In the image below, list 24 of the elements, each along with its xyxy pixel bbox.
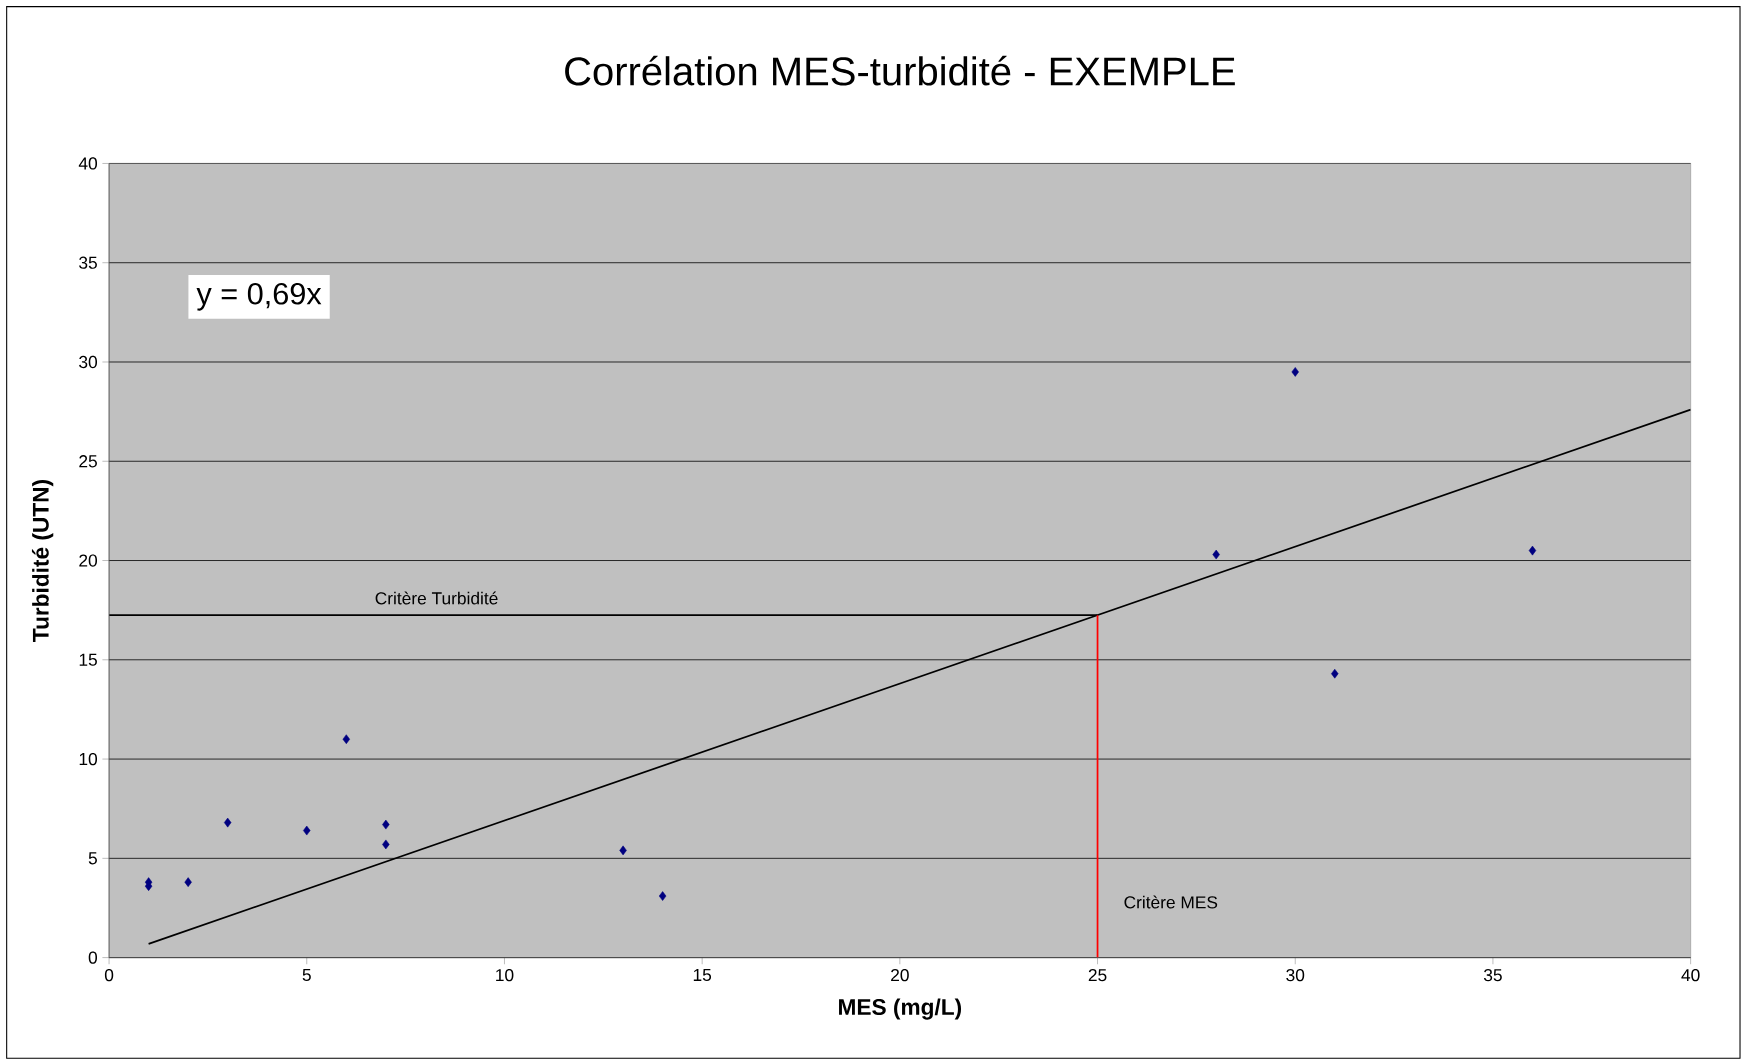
x-tick-label: 20 xyxy=(891,968,909,982)
ref-line-label: Critère MES xyxy=(1124,895,1218,909)
x-tick-label: 30 xyxy=(1286,968,1305,982)
y-axis-title: Turbidité (UTN) xyxy=(31,480,54,642)
x-axis-title: MES (mg/L) xyxy=(839,998,962,1020)
y-tick-label: 20 xyxy=(79,554,98,567)
annotation: y = 0,69x xyxy=(196,282,322,311)
y-tick-label: 5 xyxy=(88,852,97,865)
ref-line-label: Critère Turbidité xyxy=(375,591,498,605)
y-tick-label: 25 xyxy=(79,455,97,468)
y-tick-label: 30 xyxy=(79,355,98,369)
x-tick-label: 10 xyxy=(496,968,514,982)
x-tick-label: 5 xyxy=(302,968,311,982)
y-tick-label: 35 xyxy=(79,256,97,269)
x-tick-label: 35 xyxy=(1483,968,1502,982)
x-tick-label: 0 xyxy=(104,968,114,982)
y-tick-label: 15 xyxy=(79,653,97,666)
chart-title: Corrélation MES-turbidité - EXEMPLE xyxy=(565,55,1235,86)
x-tick-label: 25 xyxy=(1088,968,1107,982)
y-tick-label: 0 xyxy=(88,951,98,964)
x-tick-label: 15 xyxy=(693,968,712,982)
y-tick-label: 40 xyxy=(78,157,98,170)
x-tick-label: 40 xyxy=(1681,968,1700,982)
y-tick-label: 10 xyxy=(79,752,98,766)
